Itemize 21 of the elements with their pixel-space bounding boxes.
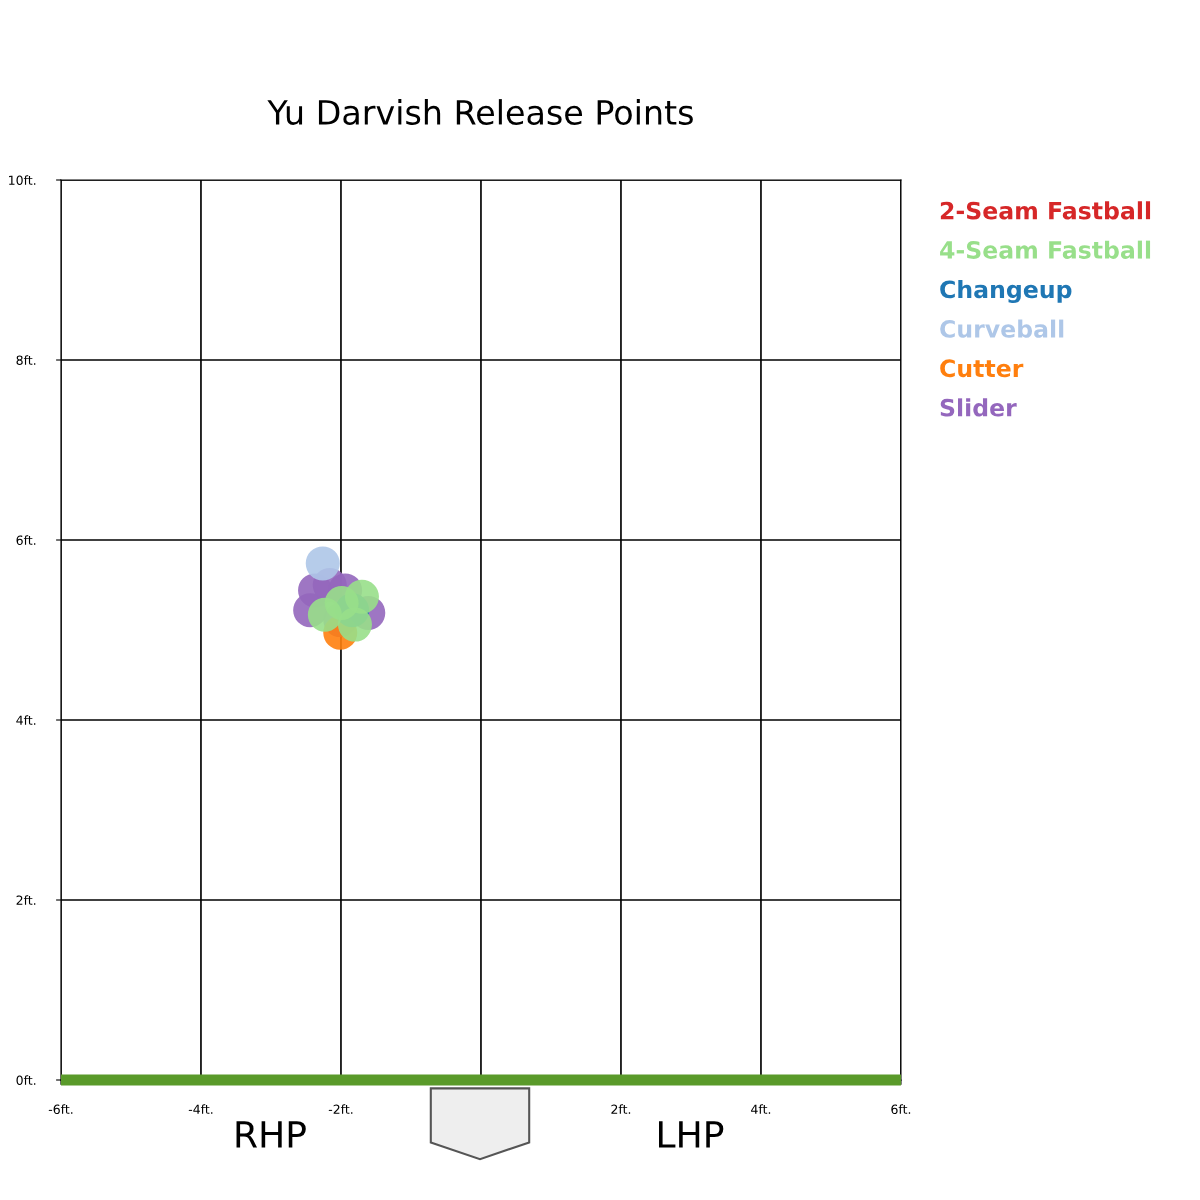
y-tick-label: 6ft. [16, 535, 36, 545]
x-tick-label: 2ft. [611, 1104, 631, 1114]
y-tick-label: 2ft. [16, 895, 36, 905]
y-tick-label: 4ft. [16, 715, 36, 725]
x-tick-label: -2ft. [328, 1104, 353, 1114]
text: 4-Seam Fastball [940, 240, 1151, 259]
x-tick-label: 6ft. [891, 1104, 911, 1114]
text: Slider [940, 398, 1017, 417]
text: Cutter [940, 359, 1024, 378]
y-tick-label: 0ft. [16, 1075, 36, 1085]
x-tick-label: 4ft. [751, 1104, 771, 1114]
x-tick-label: -6ft. [48, 1104, 73, 1114]
text: Changeup [940, 280, 1072, 304]
text: RHP [236, 1121, 306, 1148]
legend-label: 2-Seam Fastball [940, 201, 1151, 220]
y-tick-label: 10ft. [9, 175, 36, 185]
text: LHP [659, 1121, 724, 1148]
y-tick-label: 8ft. [16, 355, 36, 365]
text: Curveball [940, 319, 1064, 338]
x-tick-label: -4ft. [188, 1104, 213, 1114]
chart-title: Yu Darvish Release Points [267, 99, 693, 125]
